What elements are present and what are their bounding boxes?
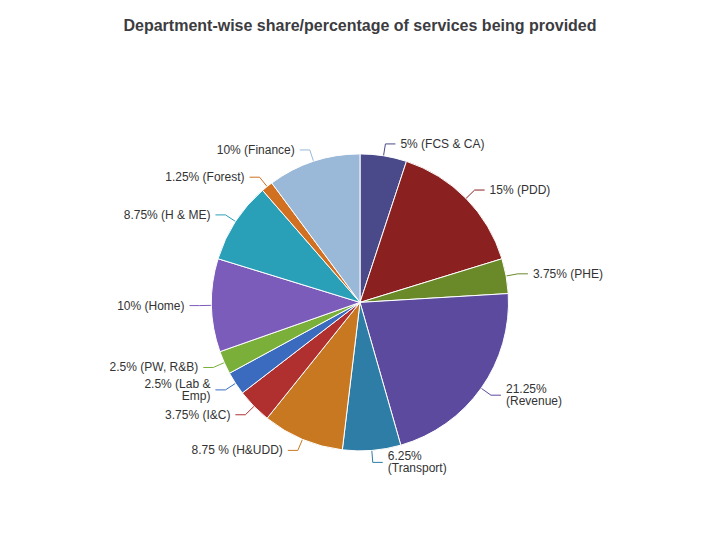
svg-text:10% (Home): 10% (Home): [117, 299, 184, 313]
svg-text:15% (PDD): 15% (PDD): [490, 183, 551, 197]
svg-text:1.25% (Forest): 1.25% (Forest): [165, 170, 244, 184]
svg-text:8.75% (H & ME): 8.75% (H & ME): [124, 208, 211, 222]
svg-text:Emp): Emp): [182, 389, 211, 403]
svg-text:6.25%: 6.25%: [387, 449, 422, 464]
svg-text:2.5% (PW, R&B): 2.5% (PW, R&B): [110, 360, 199, 374]
svg-text:Department-wise share/percenta: Department-wise share/percentage of serv…: [123, 17, 596, 34]
svg-text:2.5% (Lab &: 2.5% (Lab &: [144, 376, 211, 391]
svg-text:3.75% (I&C): 3.75% (I&C): [165, 408, 230, 422]
svg-text:21.25%: 21.25%: [506, 382, 547, 397]
svg-text:3.75% (PHE): 3.75% (PHE): [533, 267, 603, 281]
svg-text:10% (Finance): 10% (Finance): [217, 143, 295, 157]
svg-text:(Revenue): (Revenue): [506, 394, 562, 408]
svg-text:5% (FCS & CA): 5% (FCS & CA): [400, 137, 484, 151]
svg-text:8.75 % (H&UDD): 8.75 % (H&UDD): [191, 443, 282, 457]
svg-text:(Transport): (Transport): [388, 461, 447, 475]
